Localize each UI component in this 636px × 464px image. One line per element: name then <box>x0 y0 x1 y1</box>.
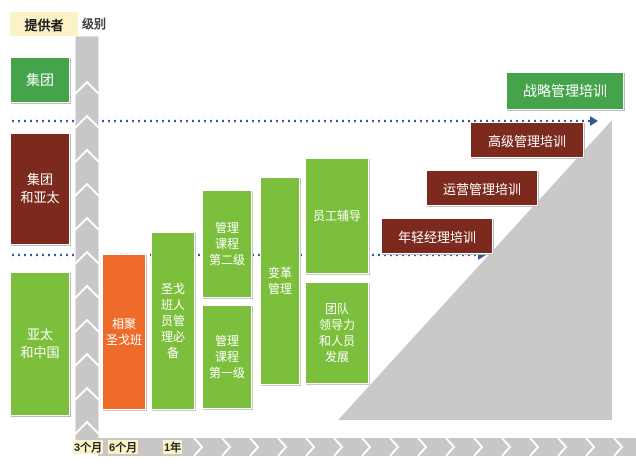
timeline-6-months: 6个月 <box>108 440 139 454</box>
arrow-top <box>590 116 598 126</box>
provider-group: 集团 <box>10 57 70 103</box>
level-axis <box>75 36 99 446</box>
program-employee-coaching-label: 员工辅导 <box>312 208 361 223</box>
provider-apac-china-label: 亚太 和中国 <box>20 327 60 360</box>
program-management-level-2: 管理 课程 第二级 <box>202 190 252 298</box>
timeline-3-months: 3个月 <box>73 440 104 454</box>
program-xiangju: 相聚 圣戈班 <box>102 254 146 410</box>
provider-group-apac: 集团 和亚太 <box>10 133 70 245</box>
time-axis <box>98 437 636 457</box>
program-change-management: 变革 管理 <box>260 177 300 385</box>
program-management-level-1-label: 管理 课程 第一级 <box>208 333 245 381</box>
timeline-1-year: 1年 <box>163 440 183 454</box>
program-management-level-2-label: 管理 课程 第二级 <box>208 220 245 268</box>
program-change-management-label: 变革 管理 <box>267 265 292 296</box>
level-header: 级别 <box>82 17 107 31</box>
program-employee-coaching: 员工辅导 <box>305 158 369 274</box>
provider-apac-china: 亚太 和中国 <box>10 272 70 416</box>
program-xiangju-label: 相聚 圣戈班 <box>105 316 142 347</box>
provider-group-apac-label: 集团 和亚太 <box>20 172 60 205</box>
training-operations-management: 运营管理培训 <box>426 170 538 206</box>
program-team-leadership-label: 团队 领导力 和人员 发展 <box>318 301 355 365</box>
provider-header: 提供者 <box>10 12 78 36</box>
training-young-manager: 年轻经理培训 <box>381 218 493 254</box>
provider-group-label: 集团 <box>26 71 54 88</box>
program-team-leadership: 团队 领导力 和人员 发展 <box>305 282 369 384</box>
program-management-level-1: 管理 课程 第一级 <box>202 305 252 409</box>
training-strategy-management: 战略管理培训 <box>506 72 624 110</box>
training-senior-management: 高级管理培训 <box>470 122 584 158</box>
program-required-label: 圣戈 班人 员管 理必 备 <box>160 281 185 361</box>
program-required: 圣戈 班人 员管 理必 备 <box>151 232 195 410</box>
